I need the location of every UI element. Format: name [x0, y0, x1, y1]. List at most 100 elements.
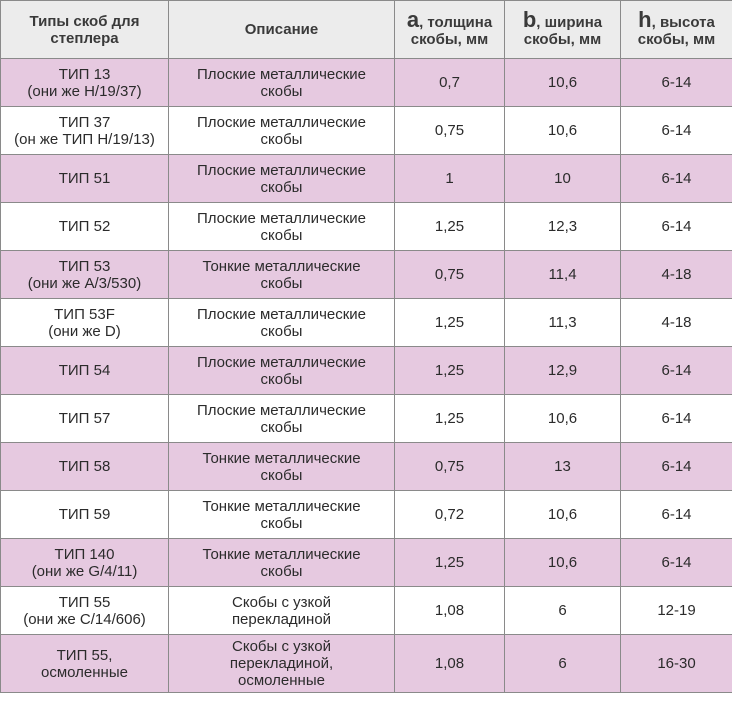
- thickness-value: 1,25: [434, 362, 465, 379]
- cell-thickness: 0,75: [394, 250, 505, 299]
- description-line: перекладиной: [231, 610, 332, 628]
- cell-thickness: 0,75: [394, 106, 505, 155]
- type-name: ТИП 13: [58, 65, 111, 83]
- cell-width: 10: [504, 154, 621, 203]
- header-thickness: a, толщина скобы, мм: [394, 0, 505, 59]
- description-line: Тонкие металлические: [202, 449, 361, 467]
- header-thickness-letter: a: [406, 7, 420, 32]
- description-line: скобы: [260, 322, 303, 340]
- description-line: Плоские металлические: [196, 161, 367, 179]
- cell-description: Плоские металлические скобы: [168, 346, 395, 395]
- table-row: ТИП 52 Плоские металлические скобы 1,25 …: [0, 202, 732, 251]
- cell-description: Плоские металлические скобы: [168, 202, 395, 251]
- table-row: ТИП 58 Тонкие металлические скобы 0,75 1…: [0, 442, 732, 491]
- description-line: скобы: [260, 418, 303, 436]
- description-line: перекладиной,: [229, 655, 334, 672]
- description-line: скобы: [260, 370, 303, 388]
- cell-width: 11,4: [504, 250, 621, 299]
- cell-height: 6-14: [620, 106, 732, 155]
- header-height: h, высота скобы, мм: [620, 0, 732, 59]
- cell-type: ТИП 55 (они же С/14/606): [0, 586, 169, 635]
- table-row: ТИП 53F (они же D) Плоские металлические…: [0, 298, 732, 347]
- cell-thickness: 0,72: [394, 490, 505, 539]
- description-line: скобы: [260, 226, 303, 244]
- cell-width: 11,3: [504, 298, 621, 347]
- width-value: 10,6: [547, 554, 578, 571]
- height-value: 6-14: [661, 122, 692, 139]
- description-line: Плоские металлические: [196, 401, 367, 419]
- type-name: ТИП 55: [58, 593, 111, 611]
- cell-height: 6-14: [620, 394, 732, 443]
- cell-width: 10,6: [504, 394, 621, 443]
- width-value: 10,6: [547, 122, 578, 139]
- cell-description: Тонкие металлические скобы: [168, 442, 395, 491]
- cell-description: Плоские металлические скобы: [168, 106, 395, 155]
- cell-type: ТИП 37 (он же ТИП Н/19/13): [0, 106, 169, 155]
- table-header: Типы скоб для степлера Описание a, толщи…: [0, 0, 732, 59]
- width-value: 10,6: [547, 506, 578, 523]
- height-value: 6-14: [661, 218, 692, 235]
- table-row: ТИП 13 (они же Н/19/37) Плоские металлич…: [0, 58, 732, 107]
- header-row: Типы скоб для степлера Описание a, толщи…: [0, 0, 732, 59]
- thickness-value: 0,72: [434, 506, 465, 523]
- header-type-label: Типы скоб для степлера: [29, 12, 140, 47]
- cell-height: 12-19: [620, 586, 732, 635]
- height-value: 6-14: [661, 506, 692, 523]
- type-name: ТИП 37: [58, 113, 111, 131]
- height-value: 6-14: [661, 74, 692, 91]
- cell-description: Плоские металлические скобы: [168, 394, 395, 443]
- table-row: ТИП 37 (он же ТИП Н/19/13) Плоские метал…: [0, 106, 732, 155]
- description-line: Тонкие металлические: [202, 545, 361, 563]
- table-body: ТИП 13 (они же Н/19/37) Плоские металлич…: [0, 58, 732, 693]
- width-value: 11,4: [548, 266, 577, 283]
- type-name: ТИП 59: [58, 506, 111, 523]
- cell-height: 6-14: [620, 346, 732, 395]
- type-alias: (они же А/3/530): [27, 274, 142, 292]
- cell-thickness: 1,25: [394, 346, 505, 395]
- cell-description: Скобы с узкой перекладиной: [168, 586, 395, 635]
- cell-width: 10,6: [504, 490, 621, 539]
- cell-width: 13: [504, 442, 621, 491]
- thickness-value: 0,75: [434, 122, 465, 139]
- cell-type: ТИП 53F (они же D): [0, 298, 169, 347]
- cell-thickness: 1: [394, 154, 505, 203]
- cell-type: ТИП 140 (они же G/4/11): [0, 538, 169, 587]
- description-line: скобы: [260, 562, 303, 580]
- cell-type: ТИП 57: [0, 394, 169, 443]
- cell-type: ТИП 53 (они же А/3/530): [0, 250, 169, 299]
- height-value: 6-14: [661, 362, 692, 379]
- thickness-value: 1: [445, 170, 454, 187]
- cell-height: 6-14: [620, 538, 732, 587]
- cell-width: 10,6: [504, 106, 621, 155]
- table-row: ТИП 51 Плоские металлические скобы 1 10 …: [0, 154, 732, 203]
- width-value: 6: [558, 602, 567, 619]
- cell-type: ТИП 13 (они же Н/19/37): [0, 58, 169, 107]
- description-line: скобы: [260, 82, 303, 100]
- height-value: 16-30: [657, 655, 696, 672]
- cell-type: ТИП 52: [0, 202, 169, 251]
- type-alias: (они же Н/19/37): [27, 82, 142, 100]
- width-value: 6: [558, 655, 567, 672]
- height-value: 4-18: [661, 266, 692, 283]
- description-line: Тонкие металлические: [202, 497, 361, 515]
- cell-thickness: 1,25: [394, 538, 505, 587]
- cell-thickness: 1,25: [394, 202, 505, 251]
- table-row: ТИП 54 Плоские металлические скобы 1,25 …: [0, 346, 732, 395]
- cell-description: Плоские металлические скобы: [168, 154, 395, 203]
- type-name: ТИП 58: [58, 458, 111, 475]
- cell-description: Скобы с узкой перекладиной, осмоленные: [168, 634, 395, 693]
- header-description-label: Описание: [244, 21, 319, 38]
- table-row: ТИП 59 Тонкие металлические скобы 0,72 1…: [0, 490, 732, 539]
- table-row: ТИП 53 (они же А/3/530) Тонкие металличе…: [0, 250, 732, 299]
- type-name: ТИП 52: [58, 218, 111, 235]
- type-name: ТИП 140: [54, 545, 115, 563]
- type-alias: (они же С/14/606): [23, 610, 146, 628]
- table-row: ТИП 55, осмоленные Скобы с узкой перекла…: [0, 634, 732, 693]
- height-value: 4-18: [661, 314, 692, 331]
- width-value: 10,6: [547, 74, 578, 91]
- description-line: скобы: [260, 514, 303, 532]
- description-line: Скобы с узкой: [232, 593, 331, 611]
- description-line: Плоские металлические: [196, 113, 367, 131]
- cell-thickness: 0,75: [394, 442, 505, 491]
